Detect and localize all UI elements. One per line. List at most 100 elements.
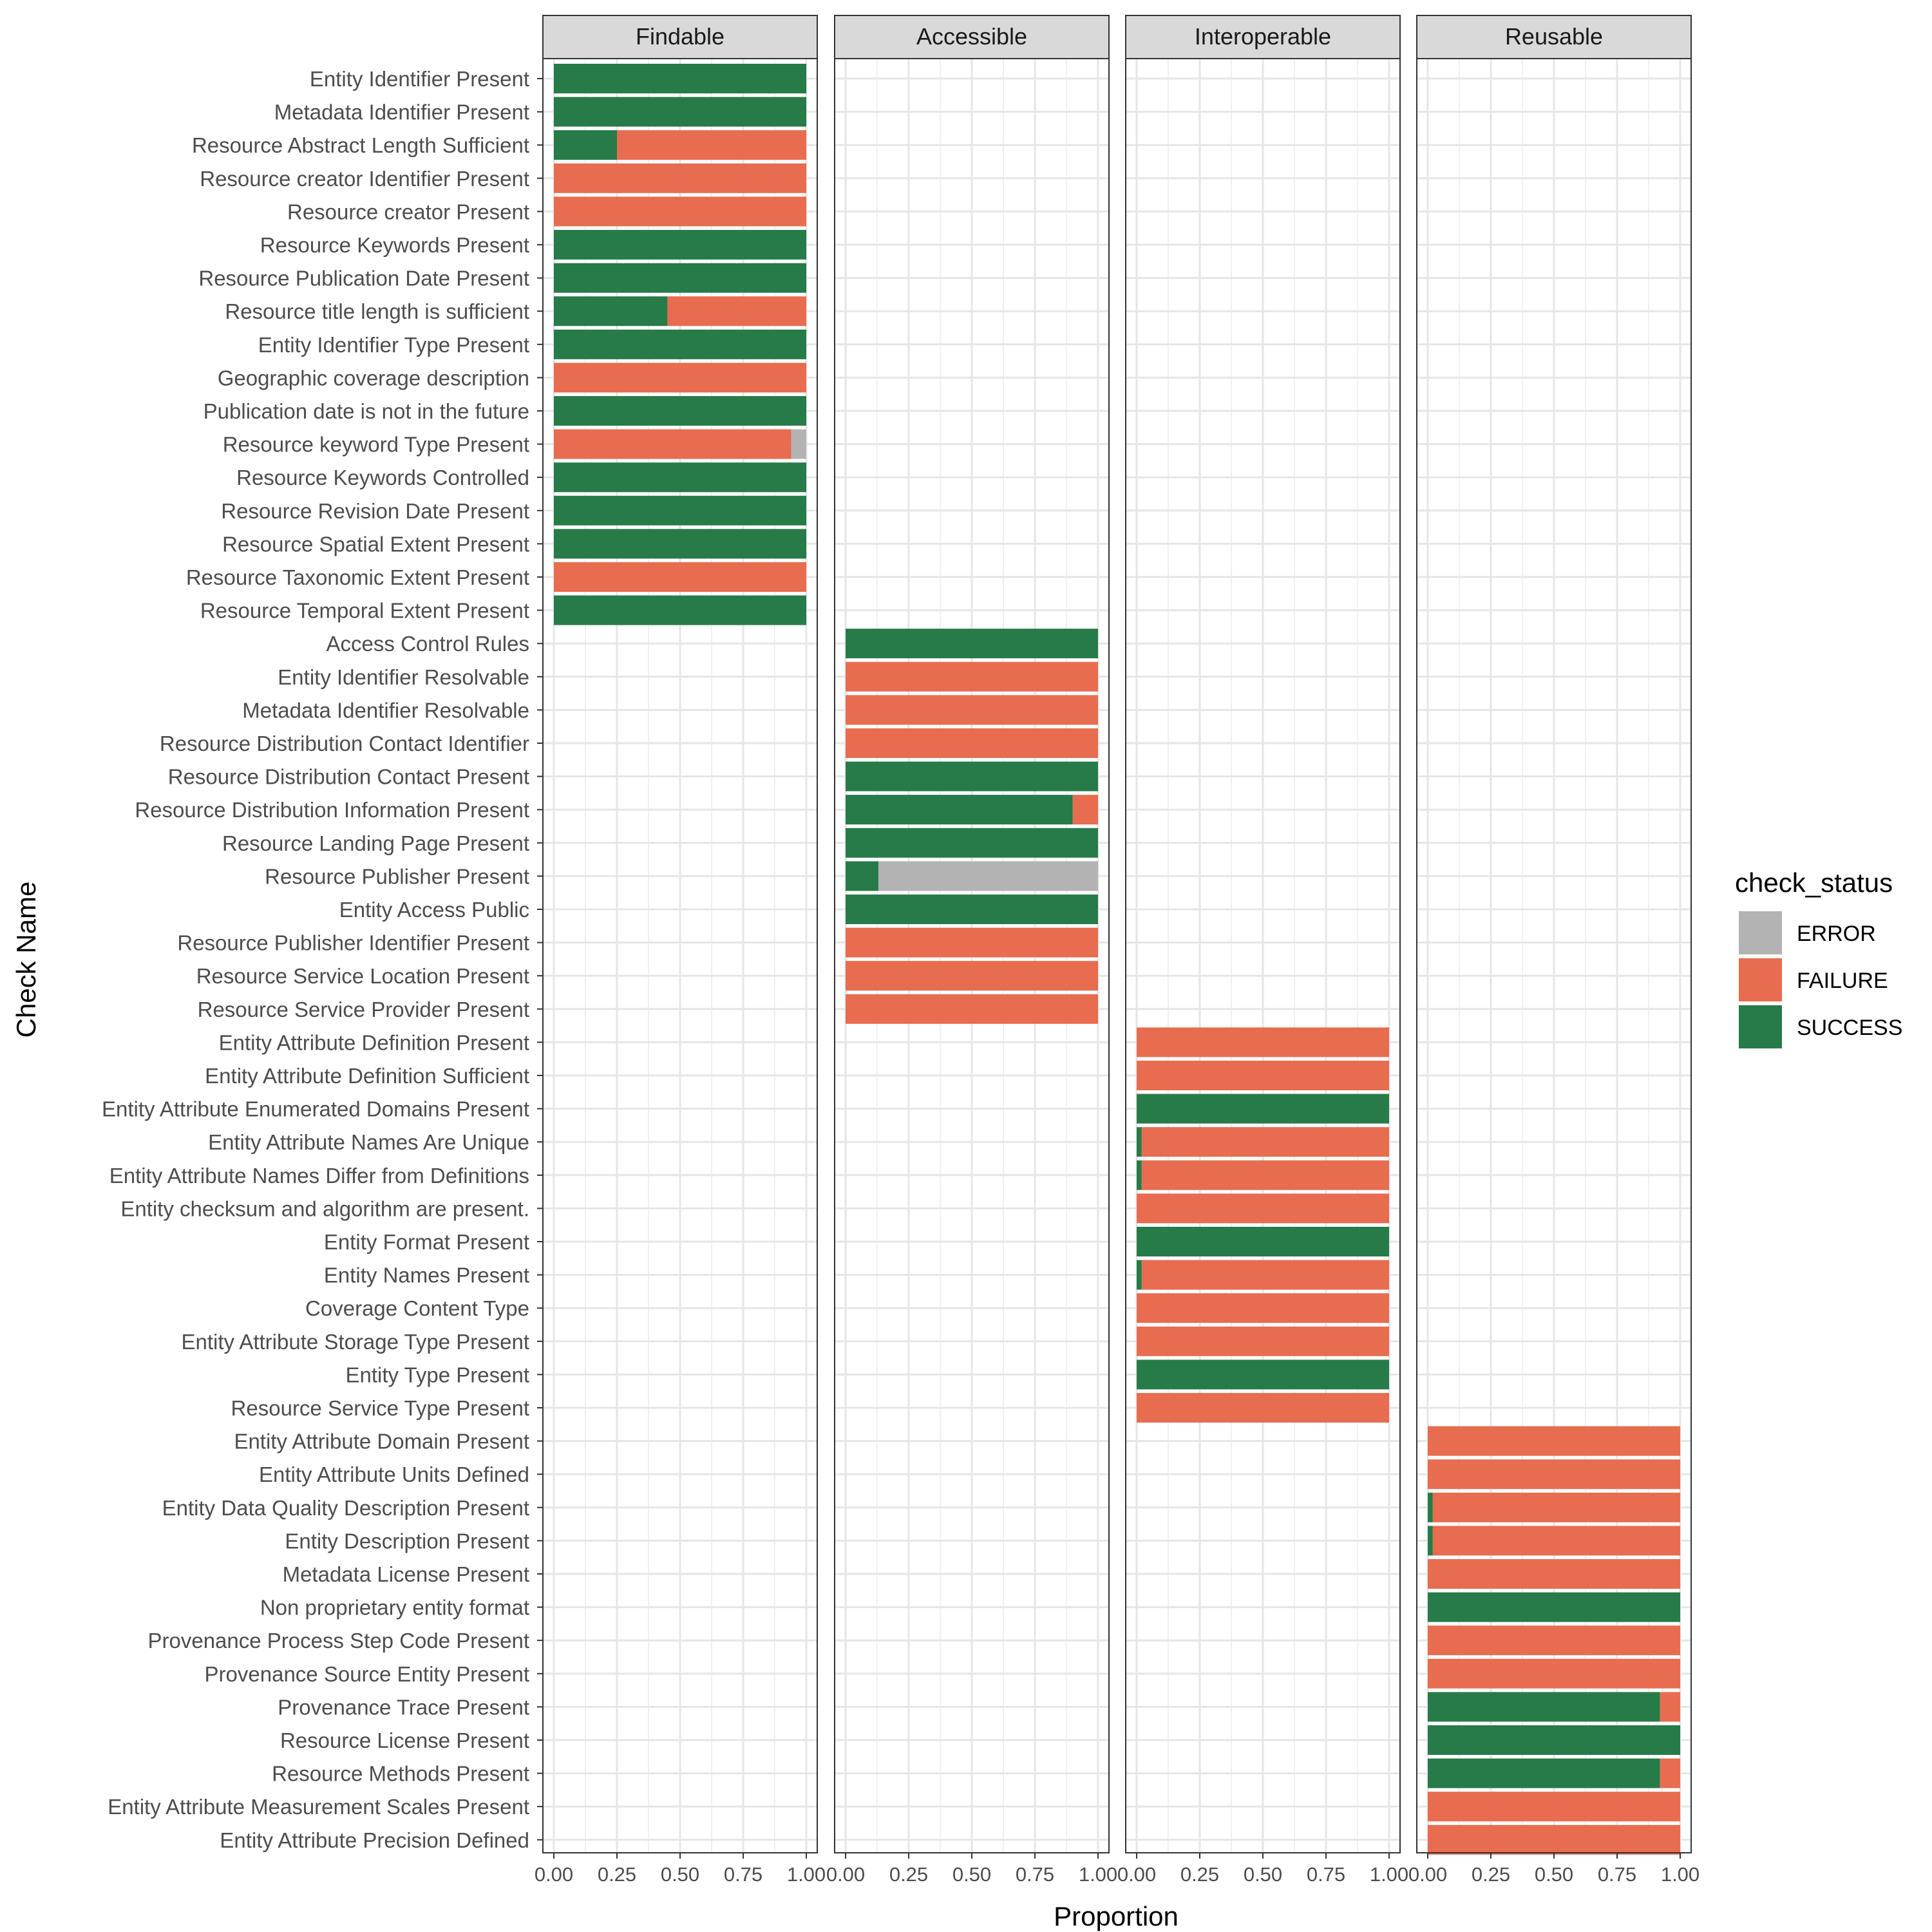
bar-segment-success <box>554 329 806 359</box>
facet-panel-interoperable: Interoperable 0.00 0.25 0.50 0.75 1.00 <box>1117 15 1408 1886</box>
bar-segment-success <box>846 795 1073 825</box>
bar-segment-failure <box>1660 1692 1680 1722</box>
bar-segment-success <box>1137 1260 1142 1290</box>
y-tick-label: Entity Format Present <box>324 1230 529 1254</box>
bar-segment-success <box>554 595 806 625</box>
bar-segment-failure <box>846 728 1098 758</box>
x-tick-label: 1.00 <box>787 1863 826 1886</box>
x-tick-label: 0.75 <box>1016 1863 1054 1886</box>
y-tick-label: Access Control Rules <box>327 632 529 656</box>
y-tick-label: Resource Temporal Extent Present <box>200 599 529 623</box>
y-tick-label: Provenance Process Step Code Present <box>147 1629 529 1653</box>
bar-segment-failure <box>1137 1393 1389 1423</box>
y-tick-label: Resource Abstract Length Sufficient <box>192 133 529 157</box>
bar-segment-failure <box>1137 1326 1389 1356</box>
y-tick-label: Entity Description Present <box>285 1529 529 1553</box>
x-tick-label: 0.75 <box>1307 1863 1345 1886</box>
y-tick-label: Non proprietary entity format <box>260 1596 529 1620</box>
bar-segment-success <box>1428 1526 1433 1556</box>
x-tick-label: 0.00 <box>1408 1863 1447 1886</box>
y-tick-label: Provenance Source Entity Present <box>205 1662 529 1686</box>
y-tick-label: Resource Spatial Extent Present <box>222 532 529 556</box>
bar-segment-failure <box>846 927 1098 958</box>
y-tick-label: Entity Identifier Type Present <box>258 333 529 357</box>
facet-panels: Findable 0.00 0.25 0.50 0.75 1.00 Accessible 0.… <box>535 15 1700 1886</box>
y-tick-label: Entity Type Present <box>345 1363 529 1387</box>
x-tick-label: 0.75 <box>1598 1863 1636 1886</box>
bar-segment-success <box>846 861 878 891</box>
bar-segment-success <box>1137 1094 1389 1124</box>
y-tick-label: Entity Identifier Present <box>310 67 529 91</box>
bar-segment-failure <box>1660 1758 1680 1788</box>
y-tick-label: Resource Publisher Present <box>265 864 529 888</box>
bar-segment-success <box>1137 1359 1389 1390</box>
x-tick-label: 0.50 <box>952 1863 991 1886</box>
bar-segment-success <box>1137 1160 1142 1190</box>
bar-segment-failure <box>1428 1792 1680 1822</box>
bar-segment-failure <box>1428 1559 1680 1589</box>
facet-panel-reusable: Reusable 0.00 0.25 0.50 0.75 1.00 <box>1408 15 1700 1886</box>
y-tick-label: Resource Publisher Identifier Present <box>177 931 529 955</box>
y-tick-label: Resource Publication Date Present <box>198 267 529 290</box>
bar-segment-success <box>1428 1758 1660 1788</box>
bar-segment-failure <box>554 163 806 193</box>
y-tick-label: Resource Keywords Controlled <box>236 466 529 489</box>
bar-segment-success <box>554 230 806 260</box>
bar-segment-failure <box>846 695 1098 725</box>
bar-segment-success <box>846 761 1098 791</box>
y-tick-label: Resource Service Type Present <box>231 1396 529 1420</box>
legend-label-failure: FAILURE <box>1797 969 1888 993</box>
bar-segment-failure <box>1428 1658 1680 1689</box>
facet-strip <box>1125 15 1401 59</box>
y-tick-label: Resource Service Provider Present <box>198 998 529 1021</box>
bar-segment-error <box>878 861 1098 891</box>
y-tick-label: Entity Attribute Definition Present <box>219 1030 529 1054</box>
bar-segment-failure <box>846 661 1098 692</box>
x-tick-label: 0.00 <box>1117 1863 1156 1886</box>
bar-segment-failure <box>1141 1127 1389 1157</box>
bar-segment-failure <box>1428 1824 1680 1855</box>
bar-segment-failure <box>1137 1027 1389 1057</box>
y-tick-label: Resource Distribution Information Presen… <box>135 798 529 822</box>
x-tick-label: 0.25 <box>1180 1863 1219 1886</box>
bar-segment-success <box>1137 1227 1389 1256</box>
bar-segment-failure <box>846 994 1098 1024</box>
y-tick-label: Entity Attribute Names Are Unique <box>208 1130 529 1154</box>
y-tick-label: Metadata Identifier Present <box>274 100 529 124</box>
bar-segment-success <box>554 529 806 559</box>
y-tick-label: Resource License Present <box>280 1728 529 1752</box>
y-tick-label: Resource Landing Page Present <box>222 831 529 855</box>
bar-segment-success <box>846 828 1098 858</box>
facet-strip-label: Findable <box>636 23 724 50</box>
legend-title: check_status <box>1735 867 1893 898</box>
y-tick-label: Resource title length is sufficient <box>225 299 529 323</box>
bar-segment-success <box>554 495 806 526</box>
x-tick-label: 0.00 <box>826 1863 865 1886</box>
y-tick-label: Entity Attribute Measurement Scales Pres… <box>108 1795 529 1819</box>
x-axis-title: Proportion <box>1054 1901 1179 1931</box>
y-axis-tick-labels: Entity Identifier Present Metadata Identi… <box>102 67 543 1852</box>
y-tick-label: Entity Attribute Definition Sufficient <box>205 1064 529 1088</box>
bar-segment-failure <box>1428 1459 1680 1490</box>
y-tick-label: Resource keyword Type Present <box>223 433 529 457</box>
y-tick-label: Entity Data Quality Description Present <box>162 1496 529 1520</box>
x-tick-label: 1.00 <box>1661 1863 1700 1886</box>
y-tick-label: Coverage Content Type <box>305 1296 529 1320</box>
bar-segment-failure <box>1072 795 1098 825</box>
y-tick-label: Entity Attribute Units Defined <box>259 1463 529 1486</box>
x-tick-label: 0.25 <box>1472 1863 1510 1886</box>
bar-segment-failure <box>554 363 806 393</box>
bar-segment-success <box>554 263 806 293</box>
y-axis-title: Check Name <box>11 882 41 1038</box>
bar-segment-success <box>1428 1592 1680 1622</box>
y-tick-label: Resource Distribution Contact Present <box>168 765 529 789</box>
facet-panel-accessible: Accessible 0.00 0.25 0.50 0.75 1.00 <box>826 15 1117 1886</box>
bar-segment-success <box>554 97 806 127</box>
facet-strip-label: Interoperable <box>1195 23 1331 50</box>
y-tick-label: Resource Taxonomic Extent Present <box>186 565 529 589</box>
bar-segment-failure <box>667 296 806 327</box>
bar-segment-failure <box>554 429 791 459</box>
y-tick-label: Provenance Trace Present <box>278 1695 529 1719</box>
y-tick-label: Resource creator Identifier Present <box>200 167 529 191</box>
bar-segment-failure <box>1141 1260 1389 1290</box>
